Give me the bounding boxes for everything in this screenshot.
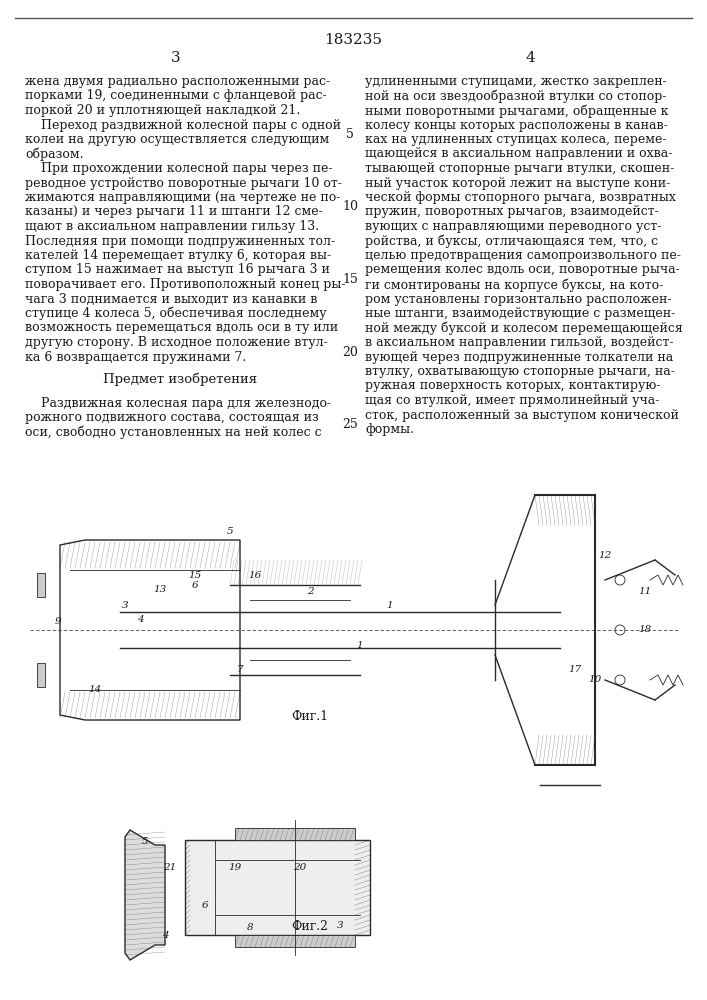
Bar: [185, 840, 370, 935]
Text: 3: 3: [171, 51, 181, 65]
Text: Раздвижная колесная пара для железнодо-: Раздвижная колесная пара для железнодо-: [25, 397, 331, 410]
Text: 14: 14: [88, 686, 102, 694]
Text: возможность перемещаться вдоль оси в ту или: возможность перемещаться вдоль оси в ту …: [25, 322, 338, 334]
Text: сток, расположенный за выступом конической: сток, расположенный за выступом коническ…: [365, 408, 679, 422]
Text: кателей 14 перемещает втулку 6, которая вы-: кателей 14 перемещает втулку 6, которая …: [25, 249, 331, 262]
Text: жена двумя радиально расположенными рас-: жена двумя радиально расположенными рас-: [25, 75, 330, 88]
Text: 5: 5: [141, 838, 148, 846]
Text: вующей через подпружиненные толкатели на: вующей через подпружиненные толкатели на: [365, 351, 673, 363]
Text: Фиг.2: Фиг.2: [291, 920, 329, 934]
Text: в аксиальном направлении гильзой, воздейст-: в аксиальном направлении гильзой, воздей…: [365, 336, 674, 349]
Text: 11: 11: [638, 587, 652, 596]
Bar: [235, 828, 355, 840]
Text: 4: 4: [525, 51, 535, 65]
Text: 6: 6: [201, 900, 209, 910]
Text: чага 3 поднимается и выходит из канавки в: чага 3 поднимается и выходит из канавки …: [25, 292, 317, 306]
Text: 10: 10: [342, 200, 358, 214]
Text: 9: 9: [54, 617, 62, 626]
Text: 12: 12: [598, 550, 612, 560]
Text: ступом 15 нажимает на выступ 16 рычага 3 и: ступом 15 нажимает на выступ 16 рычага 3…: [25, 263, 330, 276]
Text: ступице 4 колеса 5, обеспечивая последнему: ступице 4 колеса 5, обеспечивая последне…: [25, 307, 327, 320]
Text: 2: 2: [307, 587, 313, 596]
Text: втулку, охватывающую стопорные рычаги, на-: втулку, охватывающую стопорные рычаги, н…: [365, 365, 675, 378]
Text: ках на удлиненных ступицах колеса, переме-: ках на удлиненных ступицах колеса, перем…: [365, 133, 667, 146]
Text: 5: 5: [346, 128, 354, 141]
Text: 3: 3: [337, 920, 344, 930]
Text: 15: 15: [342, 273, 358, 286]
Text: Предмет изобретения: Предмет изобретения: [103, 372, 257, 386]
Text: Переход раздвижной колесной пары с одной: Переход раздвижной колесной пары с одной: [25, 118, 341, 131]
Text: образом.: образом.: [25, 147, 83, 161]
Text: 4: 4: [136, 615, 144, 624]
Text: 4: 4: [162, 930, 168, 940]
Polygon shape: [37, 663, 45, 687]
Text: 8: 8: [247, 924, 253, 932]
Text: порками 19, соединенными с фланцевой рас-: порками 19, соединенными с фланцевой рас…: [25, 90, 327, 103]
Polygon shape: [125, 830, 165, 960]
Text: При прохождении колесной пары через пе-: При прохождении колесной пары через пе-: [25, 162, 332, 175]
Text: 5: 5: [227, 528, 233, 536]
Text: казаны) и через рычаги 11 и штанги 12 сме-: казаны) и через рычаги 11 и штанги 12 см…: [25, 206, 323, 219]
Text: тывающей стопорные рычаги втулки, скошен-: тывающей стопорные рычаги втулки, скошен…: [365, 162, 674, 175]
Text: 20: 20: [293, 862, 307, 871]
Text: 6: 6: [192, 580, 198, 589]
Text: 20: 20: [342, 346, 358, 359]
Text: другую сторону. В исходное положение втул-: другую сторону. В исходное положение вту…: [25, 336, 328, 349]
Text: ройства, и буксы, отличающаяся тем, что, с: ройства, и буксы, отличающаяся тем, что,…: [365, 234, 658, 248]
Text: ческой формы стопорного рычага, возвратных: ческой формы стопорного рычага, возвратн…: [365, 191, 676, 204]
Text: 1: 1: [387, 600, 393, 609]
Text: 25: 25: [342, 418, 358, 431]
Text: 7: 7: [237, 666, 243, 674]
Text: поворачивает его. Противоположный конец ры-: поворачивает его. Противоположный конец …: [25, 278, 346, 291]
Text: 3: 3: [122, 600, 128, 609]
Text: 13: 13: [153, 585, 167, 594]
Text: пружин, поворотных рычагов, взаимодейст-: пружин, поворотных рычагов, взаимодейст-: [365, 206, 659, 219]
Text: рожного подвижного состава, состоящая из: рожного подвижного состава, состоящая из: [25, 411, 319, 424]
Text: колеи на другую осуществляется следующим: колеи на другую осуществляется следующим: [25, 133, 329, 146]
Text: ги смонтированы на корпусе буксы, на кото-: ги смонтированы на корпусе буксы, на кот…: [365, 278, 663, 292]
Text: ными поворотными рычагами, обращенные к: ными поворотными рычагами, обращенные к: [365, 104, 669, 117]
Text: вующих с направляющими переводного уст-: вующих с направляющими переводного уст-: [365, 220, 661, 233]
Text: 15: 15: [188, 570, 201, 580]
Text: оси, свободно установленных на ней колес с: оси, свободно установленных на ней колес…: [25, 426, 322, 439]
Text: реводное устройство поворотные рычаги 10 от-: реводное устройство поворотные рычаги 10…: [25, 176, 342, 190]
Text: ремещения колес вдоль оси, поворотные рыча-: ремещения колес вдоль оси, поворотные ры…: [365, 263, 679, 276]
Polygon shape: [37, 573, 45, 597]
Text: колесу концы которых расположены в канав-: колесу концы которых расположены в канав…: [365, 118, 667, 131]
Text: ром установлены горизонтально расположен-: ром установлены горизонтально расположен…: [365, 292, 672, 306]
Text: 1: 1: [357, 641, 363, 650]
Text: 17: 17: [568, 666, 582, 674]
Bar: [235, 935, 355, 947]
Text: 183235: 183235: [324, 33, 382, 47]
Text: щающейся в аксиальном направлении и охва-: щающейся в аксиальном направлении и охва…: [365, 147, 672, 160]
Text: ной на оси звездообразной втулки со стопор-: ной на оси звездообразной втулки со стоп…: [365, 90, 667, 103]
Text: целью предотвращения самопроизвольного пе-: целью предотвращения самопроизвольного п…: [365, 249, 681, 262]
Text: ка 6 возвращается пружинами 7.: ка 6 возвращается пружинами 7.: [25, 351, 246, 363]
Text: формы.: формы.: [365, 423, 414, 436]
Text: поркой 20 и уплотняющей накладкой 21.: поркой 20 и уплотняющей накладкой 21.: [25, 104, 300, 117]
Text: Последняя при помощи подпружиненных тол-: Последняя при помощи подпружиненных тол-: [25, 234, 335, 247]
Text: щают в аксиальном направлении гильзу 13.: щают в аксиальном направлении гильзу 13.: [25, 220, 319, 233]
Text: щая со втулкой, имеет прямолинейный уча-: щая со втулкой, имеет прямолинейный уча-: [365, 394, 660, 407]
Text: 18: 18: [638, 626, 652, 635]
Text: жимаются направляющими (на чертеже не по-: жимаются направляющими (на чертеже не по…: [25, 191, 340, 204]
Text: удлиненными ступицами, жестко закреплен-: удлиненными ступицами, жестко закреплен-: [365, 75, 667, 88]
Text: 16: 16: [248, 570, 262, 580]
Text: 21: 21: [163, 862, 177, 871]
Text: 10: 10: [588, 676, 602, 684]
Text: ный участок которой лежит на выступе кони-: ный участок которой лежит на выступе кон…: [365, 176, 670, 190]
Text: ружная поверхность которых, контактирую-: ружная поверхность которых, контактирую-: [365, 379, 660, 392]
Text: Фиг.1: Фиг.1: [291, 710, 329, 724]
Text: ные штанги, взаимодействующие с размещен-: ные штанги, взаимодействующие с размещен…: [365, 307, 675, 320]
Text: 19: 19: [228, 862, 242, 871]
Text: ной между буксой и колесом перемещающейся: ной между буксой и колесом перемещающейс…: [365, 322, 683, 335]
